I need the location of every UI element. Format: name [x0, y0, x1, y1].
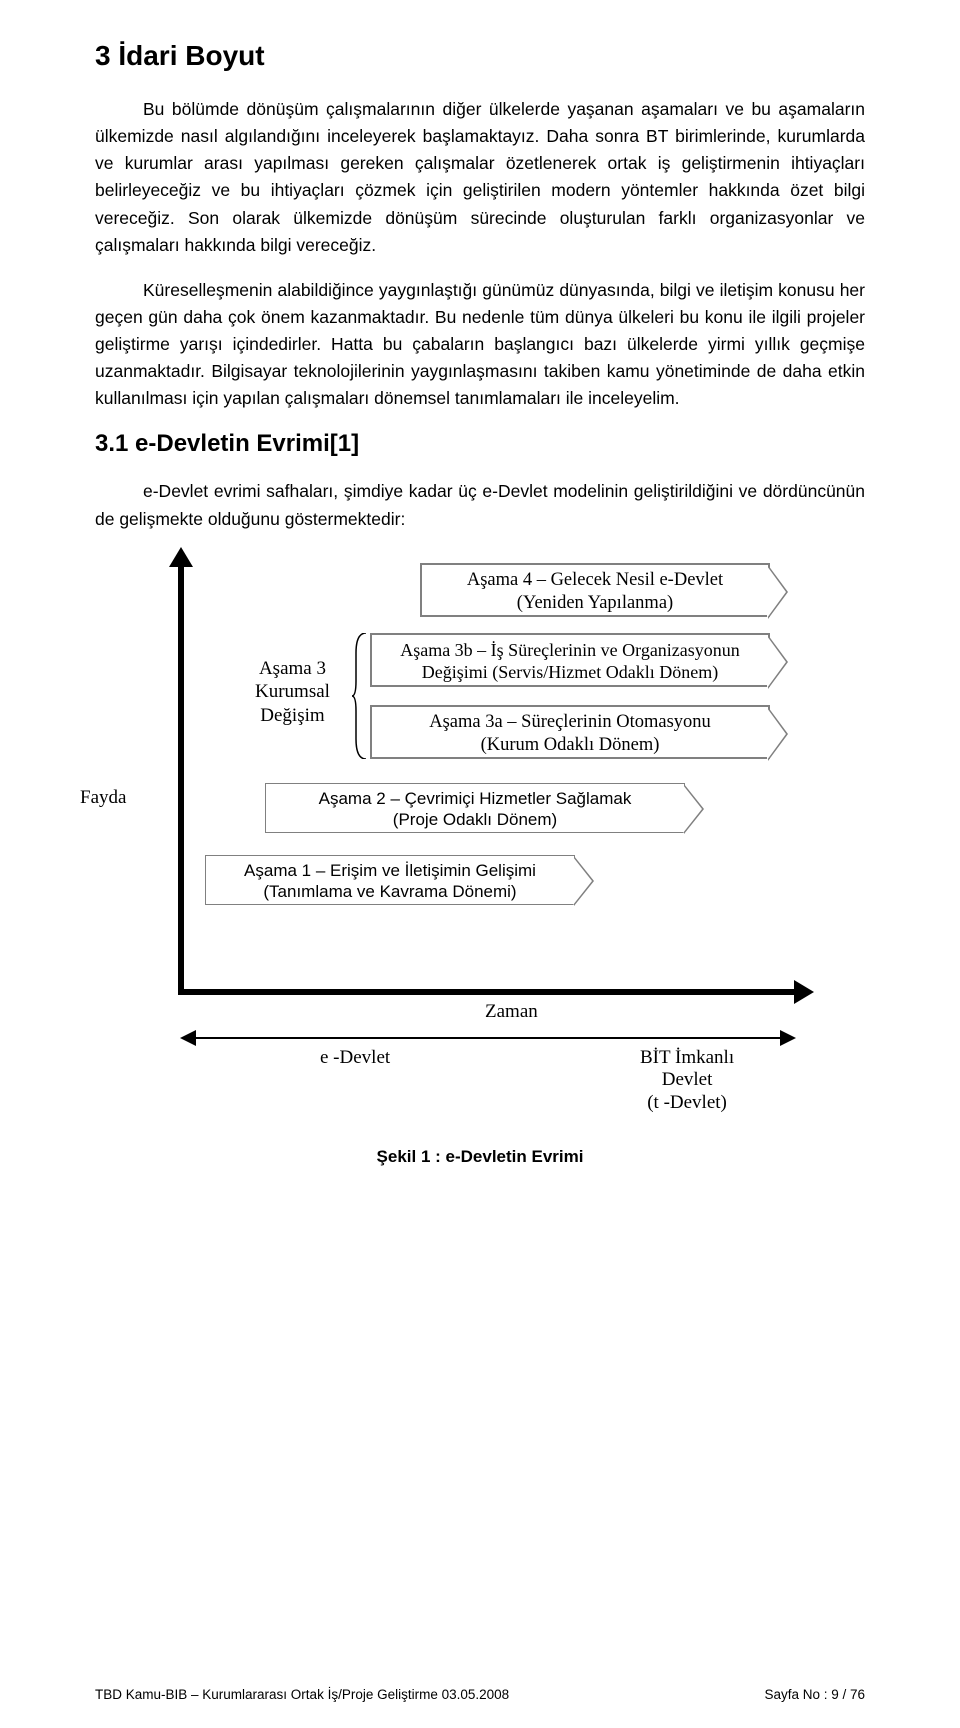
stage-4-arrowcap — [768, 565, 788, 615]
stage-2-line2: (Proje Odaklı Dönem) — [393, 810, 557, 829]
page: 3 İdari Boyut Bu bölümde dönüşüm çalışma… — [0, 0, 960, 1728]
stage-1-line1: Aşama 1 – Erişim ve İletişimin Gelişimi — [244, 861, 536, 880]
bit-line3: (t -Devlet) — [647, 1092, 727, 1113]
x-axis-arrowhead — [794, 980, 814, 1004]
stage-3a-box: Aşama 3a – Süreçlerinin Otomasyonu (Kuru… — [370, 705, 770, 759]
stage-3-brace — [352, 633, 366, 759]
stage-3-group-label: Aşama 3 Kurumsal Değişim — [255, 657, 330, 728]
bottom-arrow-right-head — [780, 1030, 796, 1046]
paragraph-1: Bu bölümde dönüşüm çalışmalarının diğer … — [95, 96, 865, 259]
paragraph-2: Küreselleşmenin alabildiğince yaygınlaşt… — [95, 277, 865, 413]
bit-label: BİT İmkanlı Devlet (t -Devlet) — [640, 1047, 734, 1115]
stage-3a-arrowcap — [768, 707, 788, 757]
x-axis-line — [178, 989, 798, 995]
stage-3a-line1: Aşama 3a – Süreçlerinin Otomasyonu — [429, 712, 711, 732]
stage-3b-arrowcap — [768, 635, 788, 685]
y-axis-arrowhead — [169, 547, 193, 567]
stage-3b-line2: Değişimi (Servis/Hizmet Odaklı Dönem) — [422, 662, 718, 682]
stage-3-group-line3: Değişim — [260, 705, 324, 726]
stage-2-line1: Aşama 2 – Çevrimiçi Hizmetler Sağlamak — [319, 789, 632, 808]
stage-3b-line1: Aşama 3b – İş Süreçlerinin ve Organizasy… — [400, 640, 740, 660]
y-axis-line — [178, 565, 184, 995]
stage-4-box: Aşama 4 – Gelecek Nesil e-Devlet (Yenide… — [420, 563, 770, 617]
stage-3-group-line1: Aşama 3 — [259, 658, 326, 679]
edevlet-label: e -Devlet — [320, 1047, 390, 1069]
stage-1-box: Aşama 1 – Erişim ve İletişimin Gelişimi … — [205, 855, 575, 905]
heading-2: 3.1 e-Devletin Evrimi[1] — [95, 430, 865, 458]
heading-1: 3 İdari Boyut — [95, 40, 865, 72]
stage-4-line1: Aşama 4 – Gelecek Nesil e-Devlet — [467, 570, 723, 590]
y-axis-label: Fayda — [80, 787, 126, 809]
stage-1-arrowcap — [574, 856, 594, 904]
footer-left: TBD Kamu-BIB – Kurumlararası Ortak İş/Pr… — [95, 1687, 509, 1702]
diagram-container: Fayda Zaman Aşama 4 – Gelecek Nesil e-De… — [95, 557, 865, 1077]
stage-1-line2: (Tanımlama ve Kavrama Dönemi) — [263, 882, 516, 901]
stage-3a-line2: (Kurum Odaklı Dönem) — [481, 735, 660, 755]
bit-line2: Devlet — [662, 1069, 713, 1090]
paragraph-3: e-Devlet evrimi safhaları, şimdiye kadar… — [95, 478, 865, 532]
footer-right: Sayfa No : 9 / 76 — [764, 1687, 865, 1702]
figure-caption: Şekil 1 : e-Devletin Evrimi — [95, 1147, 865, 1167]
stage-2-box: Aşama 2 – Çevrimiçi Hizmetler Sağlamak (… — [265, 783, 685, 833]
page-footer: TBD Kamu-BIB – Kurumlararası Ortak İş/Pr… — [95, 1687, 865, 1702]
bit-line1: BİT İmkanlı — [640, 1047, 734, 1068]
stage-2-arrowcap — [684, 784, 704, 832]
stage-3b-box: Aşama 3b – İş Süreçlerinin ve Organizasy… — [370, 633, 770, 687]
bottom-arrow-line — [194, 1037, 784, 1039]
stage-3-group-line2: Kurumsal — [255, 681, 330, 702]
evolution-diagram: Fayda Zaman Aşama 4 – Gelecek Nesil e-De… — [140, 557, 820, 1077]
x-axis-label: Zaman — [485, 1001, 538, 1023]
stage-4-line2: (Yeniden Yapılanma) — [517, 593, 673, 613]
